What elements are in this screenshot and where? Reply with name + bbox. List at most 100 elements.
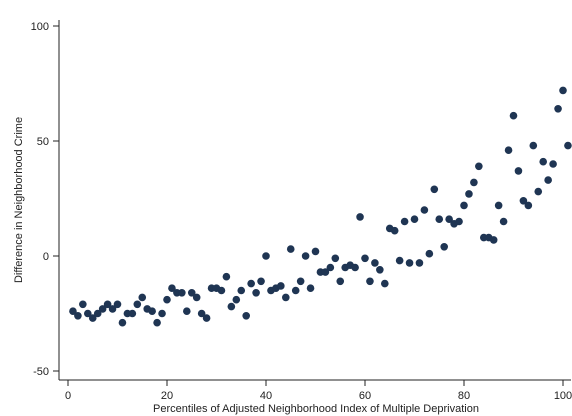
x-tick-label: 60	[359, 390, 371, 402]
data-point	[425, 249, 434, 258]
data-point	[103, 300, 112, 309]
data-point	[262, 252, 270, 260]
data-point	[286, 245, 295, 253]
data-point	[178, 289, 186, 297]
data-point	[509, 111, 518, 120]
data-point	[282, 293, 290, 302]
data-point	[519, 197, 528, 205]
axis-ticks: 0 20 40 60 80 100 -50 0 50 100	[31, 21, 572, 402]
data-point	[559, 86, 567, 95]
data-point	[321, 268, 330, 276]
data-point	[539, 157, 547, 166]
data-point	[499, 217, 508, 226]
y-tick-label: -50	[33, 366, 49, 378]
data-point	[192, 293, 201, 302]
data-point	[296, 277, 305, 286]
data-point	[405, 259, 414, 267]
y-tick-label: 100	[31, 21, 49, 33]
data-point	[118, 318, 127, 327]
data-point	[74, 312, 82, 320]
data-point	[326, 263, 335, 272]
data-point	[554, 105, 562, 113]
x-tick-label: 0	[65, 390, 71, 402]
data-point	[366, 277, 374, 286]
data-point	[306, 284, 315, 293]
data-point	[79, 300, 87, 309]
data-point	[158, 309, 166, 318]
data-point	[564, 141, 572, 150]
data-point	[202, 314, 211, 322]
x-axis-title: Percentiles of Adjusted Neighborhood Ind…	[153, 403, 479, 415]
data-point	[514, 167, 523, 175]
data-point	[187, 289, 196, 297]
data-point	[222, 272, 231, 281]
data-point	[98, 305, 107, 313]
data-point	[430, 185, 439, 194]
data-point	[242, 312, 250, 320]
data-point	[163, 295, 171, 304]
data-point	[410, 215, 419, 223]
data-point	[529, 141, 538, 150]
data-point	[336, 277, 345, 286]
data-point	[153, 318, 161, 327]
data-point	[504, 146, 513, 154]
data-point	[494, 201, 503, 210]
data-point	[440, 243, 449, 251]
data-point	[197, 309, 206, 318]
data-point	[465, 190, 473, 198]
data-point	[93, 309, 102, 318]
data-point	[133, 300, 142, 309]
data-point	[544, 176, 552, 184]
data-point	[217, 286, 226, 295]
data-point	[277, 282, 285, 290]
data-point	[400, 217, 409, 226]
x-tick-label: 100	[554, 390, 572, 402]
data-point	[252, 289, 260, 297]
data-point	[381, 279, 389, 288]
data-point	[470, 178, 478, 187]
data-point	[232, 295, 241, 304]
data-point	[113, 300, 122, 309]
data-point	[435, 215, 444, 223]
data-point	[395, 256, 404, 265]
data-point	[69, 307, 77, 316]
data-point	[475, 162, 483, 171]
data-point	[351, 263, 359, 272]
data-point	[128, 309, 137, 318]
data-point	[301, 252, 310, 260]
data-point	[257, 277, 265, 286]
data-point	[84, 309, 92, 318]
data-point	[534, 187, 543, 196]
x-tick-label: 20	[161, 390, 173, 402]
data-point	[549, 160, 557, 168]
data-point	[524, 201, 533, 210]
data-point	[489, 236, 498, 244]
data-point	[168, 284, 176, 293]
data-point	[376, 266, 384, 274]
data-point	[227, 302, 236, 311]
data-point	[247, 279, 255, 288]
data-point	[460, 201, 468, 210]
data-point	[445, 215, 453, 223]
data-point	[356, 213, 364, 221]
data-point	[361, 254, 369, 263]
x-tick-label: 80	[458, 390, 470, 402]
y-tick-label: 50	[37, 136, 49, 148]
data-point	[148, 307, 156, 316]
y-axis-title: Difference in Neighborhood Crime	[13, 117, 25, 283]
data-point	[138, 293, 147, 302]
data-point	[291, 286, 300, 295]
data-point	[420, 206, 429, 214]
x-tick-label: 40	[260, 390, 272, 402]
data-point	[88, 314, 97, 322]
data-point	[108, 305, 117, 313]
data-point	[415, 259, 424, 267]
data-point	[311, 247, 320, 256]
data-point	[455, 217, 463, 226]
data-points	[69, 86, 572, 327]
data-point	[371, 259, 379, 267]
y-tick-label: 0	[43, 251, 49, 263]
data-point	[390, 226, 399, 235]
data-point	[237, 286, 246, 295]
